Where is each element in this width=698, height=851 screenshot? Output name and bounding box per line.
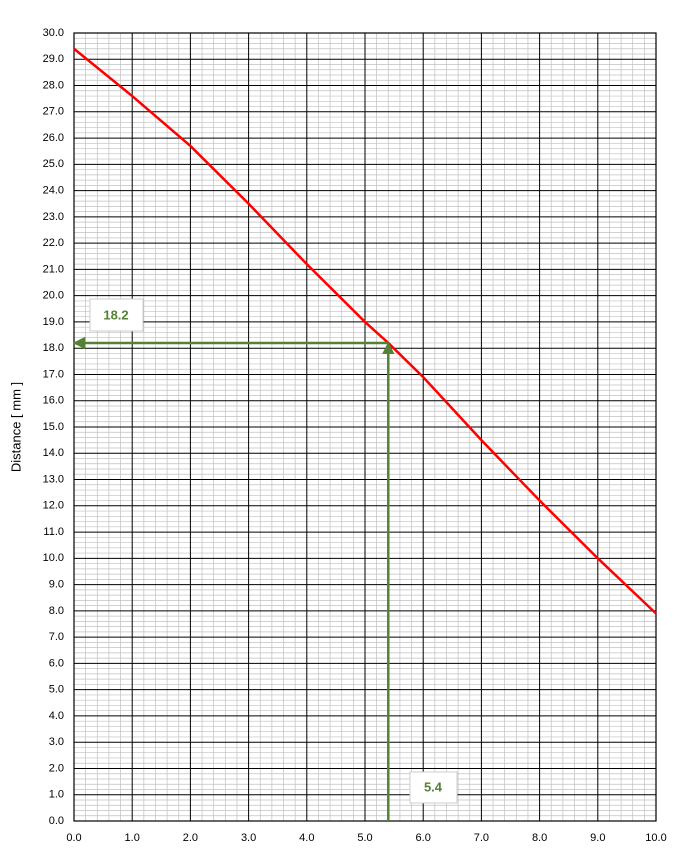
y-tick-label: 11.0 — [43, 526, 64, 538]
y-tick-label: 1.0 — [49, 789, 64, 801]
data-line — [73, 47, 657, 615]
y-tick-label: 2.0 — [49, 762, 64, 774]
y-tick-label: 25.0 — [43, 158, 64, 170]
y-tick-label: 5.0 — [49, 684, 64, 696]
x-tick-label: 9.0 — [590, 832, 605, 844]
x-tick-label: 8.0 — [532, 832, 547, 844]
y-tick-label: 15.0 — [43, 421, 64, 433]
x-tick-label: 6.0 — [416, 832, 431, 844]
y-tick-label: 6.0 — [49, 657, 64, 669]
x-tick-label: 0.0 — [66, 832, 81, 844]
y-tick-label: 27.0 — [43, 106, 64, 118]
x-tick-label: 1.0 — [125, 832, 140, 844]
y-tick-label: 12.0 — [43, 500, 64, 512]
y-tick-label: 19.0 — [43, 316, 64, 328]
annotation-box — [409, 771, 458, 804]
y-tick-label: 29.0 — [43, 53, 64, 65]
y-tick-label: 24.0 — [43, 185, 64, 197]
x-tick-label: 2.0 — [183, 832, 198, 844]
y-tick-label: 9.0 — [49, 579, 64, 591]
y-tick-label: 20.0 — [43, 290, 64, 302]
y-tick-label: 10.0 — [43, 552, 64, 564]
y-tick-label: 21.0 — [43, 263, 64, 275]
x-tick-label: 10.0 — [645, 832, 666, 844]
annotation-label: 5.4 — [424, 779, 443, 794]
y-tick-label: 16.0 — [43, 395, 64, 407]
y-axis-label: Distance [ mm ] — [8, 382, 23, 472]
x-tick-label: 7.0 — [474, 832, 489, 844]
y-tick-label: 4.0 — [49, 710, 64, 722]
y-tick-label: 0.0 — [49, 815, 64, 827]
y-tick-label: 26.0 — [43, 132, 64, 144]
y-tick-label: 13.0 — [43, 473, 64, 485]
y-tick-label: 18.0 — [43, 342, 64, 354]
x-tick-label: 4.0 — [299, 832, 314, 844]
y-tick-label: 7.0 — [49, 631, 64, 643]
x-tick-label: 3.0 — [241, 832, 256, 844]
y-tick-label: 14.0 — [43, 447, 64, 459]
plot-border — [73, 32, 657, 822]
y-tick-label: 23.0 — [43, 211, 64, 223]
y-tick-label: 3.0 — [49, 736, 64, 748]
y-tick-label: 28.0 — [43, 79, 64, 91]
y-tick-label: 17.0 — [43, 368, 64, 380]
y-tick-label: 8.0 — [49, 605, 64, 617]
x-tick-label: 5.0 — [357, 832, 372, 844]
annotation-label: 18.2 — [103, 307, 128, 322]
annotation-box — [89, 298, 144, 332]
y-tick-label: 30.0 — [43, 27, 64, 39]
y-tick-label: 22.0 — [43, 237, 64, 249]
